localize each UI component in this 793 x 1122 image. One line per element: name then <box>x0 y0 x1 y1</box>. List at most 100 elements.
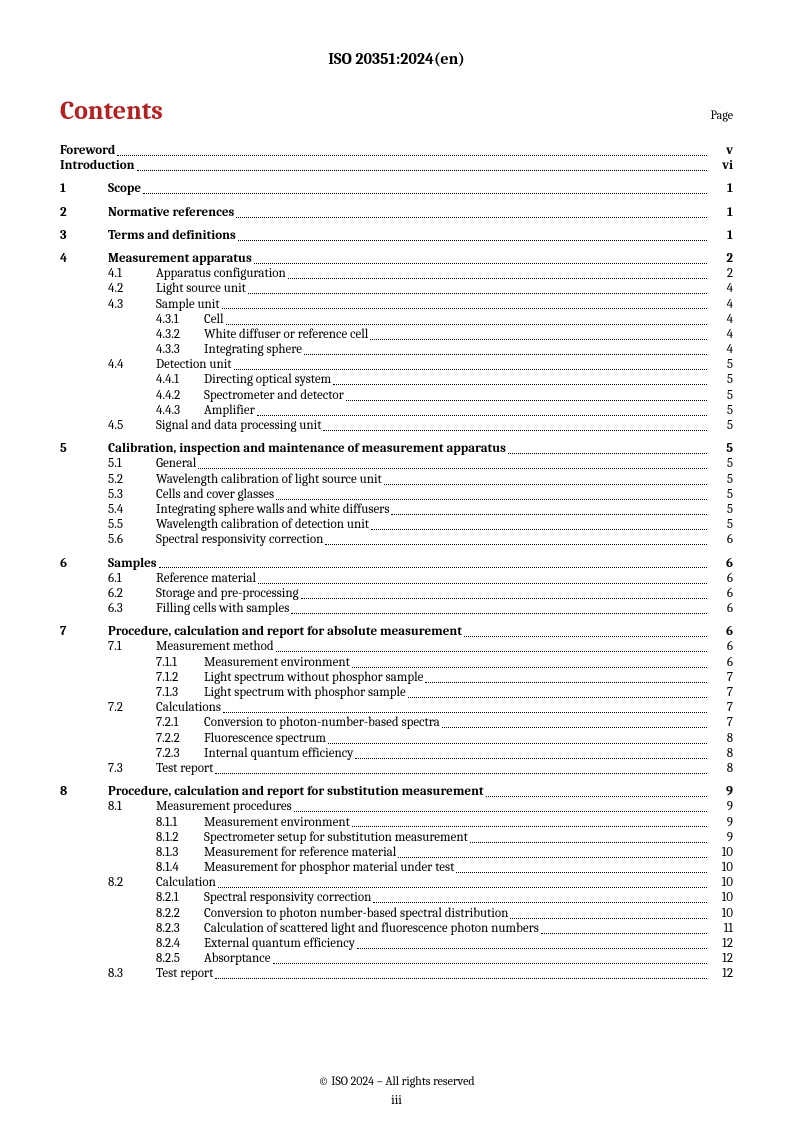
toc-leader-dots <box>117 155 707 156</box>
page: ISO 20351:2024(en) Contents Page Forewor… <box>0 0 793 1122</box>
toc-title: Signal and data processing unit <box>156 419 321 434</box>
toc-page: 4 <box>709 328 733 343</box>
toc-title: Scope <box>108 182 141 197</box>
toc-row: 5Calibration, inspection and maintenance… <box>60 442 733 457</box>
toc-title: Foreword <box>60 144 115 159</box>
toc-number: 5 <box>60 442 108 457</box>
toc-number: 8.2.4 <box>156 937 204 952</box>
toc-number: 5.4 <box>108 503 156 518</box>
toc-row: 7Procedure, calculation and report for a… <box>60 625 733 640</box>
toc-title: Introduction <box>60 159 135 174</box>
toc-title: Spectral responsivity correction <box>156 533 323 548</box>
toc-title: Apparatus configuration <box>156 267 286 282</box>
toc-number: 6.2 <box>108 587 156 602</box>
toc-number: 7.1 <box>108 640 156 655</box>
toc-page: 7 <box>709 671 733 686</box>
toc-row: 4.4Detection unit5 <box>60 358 733 373</box>
toc-number: 8.1.3 <box>156 846 204 861</box>
toc-row: 8.1.2Spectrometer setup for substitution… <box>60 831 733 846</box>
toc-title: Filling cells with samples <box>156 602 289 617</box>
toc-leader-dots <box>371 529 707 530</box>
toc-leader-dots <box>408 697 707 698</box>
toc-title: White diffuser or reference cell <box>204 328 368 343</box>
toc-row: 8.2.1Spectral responsivity correction10 <box>60 891 733 906</box>
toc-page: 5 <box>709 518 733 533</box>
toc-leader-dots <box>143 193 707 194</box>
toc-leader-dots <box>328 743 707 744</box>
toc-row: 5.3Cells and cover glasses5 <box>60 488 733 503</box>
toc-number: 8.1.4 <box>156 861 204 876</box>
toc-row: 7.1.2Light spectrum without phosphor sam… <box>60 671 733 686</box>
toc-leader-dots <box>223 712 707 713</box>
toc-title: Light spectrum without phosphor sample <box>204 671 423 686</box>
toc-leader-dots <box>291 613 707 614</box>
toc-number: 4.3.3 <box>156 343 204 358</box>
toc-leader-dots <box>510 918 707 919</box>
toc-row: 3Terms and definitions1 <box>60 229 733 244</box>
toc-title: Conversion to photon-number-based spectr… <box>204 716 440 731</box>
toc-leader-dots <box>398 857 707 858</box>
toc-leader-dots <box>541 933 707 934</box>
toc-title: Terms and definitions <box>108 229 236 244</box>
toc-leader-dots <box>355 758 707 759</box>
toc-leader-dots <box>198 468 707 469</box>
toc-title: Detection unit <box>156 358 232 373</box>
toc-row: 8.1Measurement procedures9 <box>60 800 733 815</box>
toc-number: 4.2 <box>108 282 156 297</box>
toc-title: Directing optical system <box>204 373 331 388</box>
toc-page: 10 <box>709 876 733 891</box>
toc-number: 1 <box>60 182 108 197</box>
toc-title: Calibration, inspection and maintenance … <box>108 442 506 457</box>
toc-page: 8 <box>709 762 733 777</box>
toc-number: 6.1 <box>108 572 156 587</box>
toc-title: Calculation <box>156 876 216 891</box>
toc-row: 6.3Filling cells with samples6 <box>60 602 733 617</box>
toc-leader-dots <box>215 773 707 774</box>
toc-leader-dots <box>273 963 708 964</box>
toc-page: 9 <box>709 800 733 815</box>
toc-page: 10 <box>709 891 733 906</box>
toc-number: 7.1.2 <box>156 671 204 686</box>
toc-row: 4.3.3Integrating sphere 4 <box>60 343 733 358</box>
toc-page: 6 <box>709 625 733 640</box>
toc-title: Measurement apparatus <box>108 252 252 267</box>
toc-row: 4Measurement apparatus2 <box>60 252 733 267</box>
toc-number: 5.1 <box>108 457 156 472</box>
toc-page: 5 <box>709 503 733 518</box>
toc-row: 7.1Measurement method6 <box>60 640 733 655</box>
toc-number: 4.3.1 <box>156 313 204 328</box>
toc-page: 5 <box>709 404 733 419</box>
toc-row: 2Normative references1 <box>60 206 733 221</box>
toc-title: Integrating sphere walls and white diffu… <box>156 503 389 518</box>
toc-number: 7.1.1 <box>156 656 204 671</box>
toc-number: 8.3 <box>108 967 156 982</box>
toc-row: 4.3.2White diffuser or reference cell4 <box>60 328 733 343</box>
toc-number: 7.3 <box>108 762 156 777</box>
toc-row: 8.3Test report12 <box>60 967 733 982</box>
toc-title: Internal quantum efficiency <box>204 747 353 762</box>
document-id: ISO 20351:2024(en) <box>60 50 733 68</box>
toc-number: 5.5 <box>108 518 156 533</box>
toc-leader-dots <box>508 453 707 454</box>
toc-title: Integrating sphere <box>204 343 302 358</box>
toc-number: 8.2.5 <box>156 952 204 967</box>
toc-row: 4.5Signal and data processing unit5 <box>60 419 733 434</box>
toc-title: Calculation of scattered light and fluor… <box>204 922 539 937</box>
toc-row: 8.2.5Absorptance12 <box>60 952 733 967</box>
toc-title: Light spectrum with phosphor sample <box>204 686 406 701</box>
toc-title: Procedure, calculation and report for su… <box>108 785 484 800</box>
toc-number: 4.1 <box>108 267 156 282</box>
toc-row: 7.1.1Measurement environment6 <box>60 656 733 671</box>
toc-title: Cells and cover glasses <box>156 488 274 503</box>
toc-page: 2 <box>709 252 733 267</box>
toc-page: 6 <box>709 640 733 655</box>
toc-row: 4.3.1Cell4 <box>60 313 733 328</box>
toc-page: 6 <box>709 572 733 587</box>
toc-leader-dots <box>346 400 707 401</box>
toc-page: 11 <box>709 922 733 937</box>
toc-page: 2 <box>709 267 733 282</box>
toc-title: Samples <box>108 557 157 572</box>
toc-page: 4 <box>709 343 733 358</box>
toc-title: General <box>156 457 196 472</box>
toc-leader-dots <box>215 978 707 979</box>
